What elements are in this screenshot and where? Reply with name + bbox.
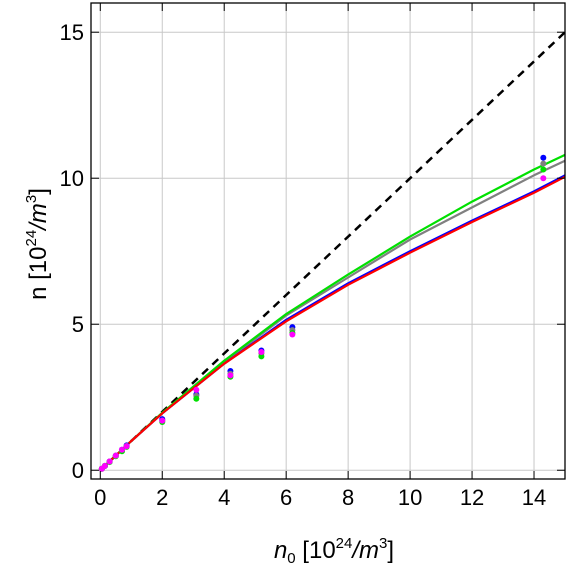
data-point: [123, 443, 130, 450]
x-tick-label: 6: [280, 485, 292, 510]
x-axis-ticks: 0 2 4 6 8 10 12 14: [94, 3, 546, 510]
series-line-1: [99, 174, 566, 472]
data-point: [258, 353, 265, 360]
data-point: [540, 175, 547, 182]
data-point: [540, 166, 547, 173]
x-axis-title: n0 [1024/m3]: [274, 535, 394, 566]
data-point: [112, 452, 119, 459]
y-tick-label: 10: [60, 166, 84, 191]
y-tick-label: 5: [72, 312, 84, 337]
x-tick-label: 8: [342, 485, 354, 510]
plot-border: [90, 2, 566, 480]
data-point: [193, 386, 200, 393]
x-tick-label: 10: [398, 485, 422, 510]
y-tick-label: 0: [72, 458, 84, 483]
identity-dashed-line: [99, 31, 566, 472]
series-line-0: [99, 159, 566, 472]
data-point: [540, 154, 547, 161]
series-lines: [99, 153, 566, 472]
series-line-2: [99, 153, 566, 472]
data-point: [101, 462, 108, 469]
x-tick-label: 0: [94, 485, 106, 510]
y-tick-label: 15: [60, 20, 84, 45]
x-tick-label: 4: [218, 485, 230, 510]
series-line-3: [99, 175, 566, 472]
data-point: [118, 446, 125, 453]
series-points: [98, 154, 547, 472]
grid: [91, 3, 565, 479]
data-point: [159, 417, 166, 424]
x-tick-label: 14: [522, 485, 546, 510]
data-point: [289, 331, 296, 338]
data-point: [193, 395, 200, 402]
data-point: [540, 160, 547, 167]
y-axis-title: n [1024/m3]: [23, 188, 52, 300]
x-tick-label: 12: [460, 485, 484, 510]
y-axis-ticks: 0 5 10 15: [60, 20, 565, 483]
data-point: [258, 348, 265, 355]
data-point: [106, 458, 113, 465]
plot-frame: [90, 2, 566, 480]
data-point: [227, 372, 234, 379]
x-tick-label: 2: [156, 485, 168, 510]
reference-line: [99, 31, 566, 472]
